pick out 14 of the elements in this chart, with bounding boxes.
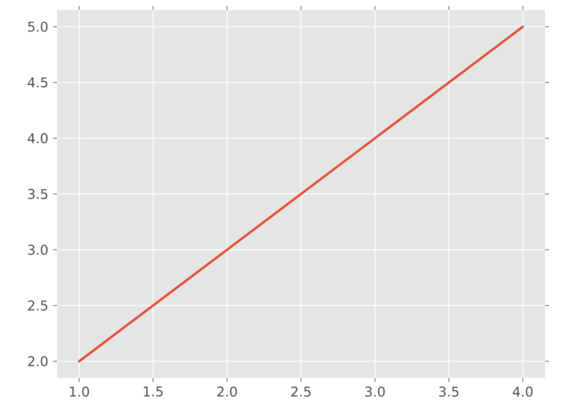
y-tick-label: 2.5 [28,300,48,311]
y-tick-label: 4.5 [28,77,48,88]
x-tick-label: 3.0 [365,386,385,397]
y-tick-label: 2.0 [28,356,48,366]
y-tick-label: 4.0 [28,133,48,144]
y-tick-label: 3.0 [28,244,48,255]
x-tick-label: 2.5 [291,386,311,397]
x-tick-label: 1.0 [70,386,89,397]
x-tick-label: 3.5 [439,386,458,397]
x-tick-label: 1.5 [144,386,163,397]
x-tick-label: 4.0 [512,386,533,397]
y-tick-label: 3.5 [28,188,48,200]
x-tick-label: 2.0 [217,386,237,397]
y-tick-label: 5.0 [28,22,48,32]
